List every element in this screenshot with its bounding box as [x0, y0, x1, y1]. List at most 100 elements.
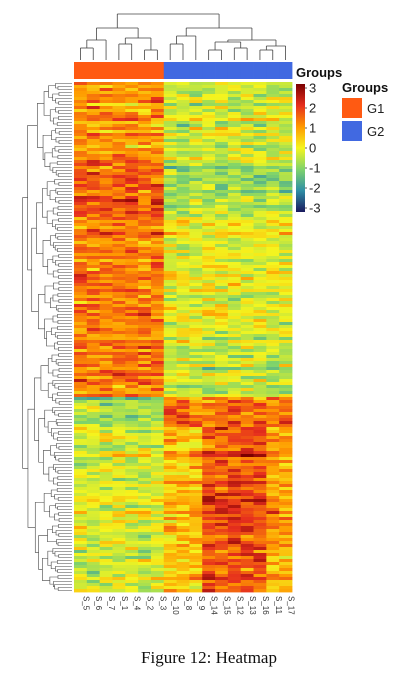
heatmap-cell	[74, 559, 88, 563]
heatmap-cell	[138, 301, 152, 305]
heatmap-cell	[240, 142, 254, 146]
heatmap-cell	[253, 463, 267, 467]
heatmap-cell	[163, 109, 177, 113]
heatmap-cell	[279, 319, 293, 323]
dendro-branch	[58, 368, 72, 372]
heatmap-cell	[266, 301, 280, 305]
heatmap-cell	[240, 337, 254, 341]
heatmap-cell	[138, 424, 152, 428]
heatmap-cell	[279, 118, 293, 122]
heatmap-cell	[86, 394, 101, 398]
heatmap-cell	[74, 556, 88, 560]
heatmap-cell	[125, 133, 139, 137]
heatmap-cell	[266, 412, 280, 416]
heatmap-cell	[138, 493, 152, 497]
heatmap-cell	[253, 301, 267, 305]
heatmap-cell	[138, 412, 152, 416]
dendro-branch	[58, 347, 72, 351]
heatmap-cell	[163, 127, 177, 131]
heatmap-cell	[125, 307, 139, 311]
heatmap-cell	[215, 397, 229, 401]
heatmap-cell	[266, 415, 280, 419]
heatmap-cell	[163, 487, 177, 491]
heatmap-cell	[150, 292, 165, 296]
heatmap-cell	[253, 181, 267, 185]
dendro-branch	[55, 224, 72, 230]
heatmap-cell	[279, 439, 293, 443]
heatmap-cell	[163, 250, 177, 254]
heatmap-cell	[279, 313, 293, 317]
heatmap-cell	[279, 292, 293, 296]
heatmap-cell	[86, 553, 101, 557]
heatmap-cell	[279, 424, 293, 428]
heatmap-cell	[150, 310, 165, 314]
heatmap-cell	[176, 445, 190, 449]
heatmap-cell	[86, 370, 101, 374]
heatmap-cell	[138, 238, 152, 242]
heatmap-cell	[74, 292, 88, 296]
heatmap-cell	[279, 355, 293, 359]
dendro-branch	[57, 326, 72, 330]
heatmap-cell	[163, 400, 177, 404]
heatmap-cell	[202, 370, 216, 374]
heatmap-cell	[227, 319, 242, 323]
heatmap-cell	[112, 154, 126, 158]
heatmap-cell	[189, 235, 203, 239]
heatmap-cell	[150, 319, 165, 323]
sample-label: S_11	[274, 596, 283, 615]
heatmap-cell	[279, 427, 293, 431]
heatmap-cell	[240, 550, 254, 554]
heatmap-cell	[227, 412, 242, 416]
heatmap-cell	[125, 355, 139, 359]
dendro-branch	[34, 377, 41, 441]
heatmap-cell	[112, 157, 126, 161]
heatmap-cell	[163, 334, 177, 338]
dendro-branch	[55, 83, 72, 89]
heatmap-cell	[176, 472, 190, 476]
heatmap-cell	[86, 196, 101, 200]
heatmap-cell	[215, 361, 229, 365]
dendro-branch	[40, 365, 49, 391]
heatmap-cell	[176, 466, 190, 470]
sample-label: S_16	[261, 596, 270, 615]
heatmap-cell	[215, 481, 229, 485]
heatmap-cell	[163, 397, 177, 401]
heatmap-cell	[99, 109, 113, 113]
heatmap-cell	[125, 190, 139, 194]
heatmap-cell	[125, 286, 139, 290]
heatmap-cell	[279, 562, 293, 566]
heatmap-cell	[215, 118, 229, 122]
heatmap-cell	[279, 454, 293, 458]
heatmap-cell	[215, 574, 229, 578]
heatmap-cell	[86, 166, 101, 170]
heatmap-cell	[240, 547, 254, 551]
heatmap-cell	[253, 577, 267, 581]
heatmap-cell	[125, 415, 139, 419]
heatmap-cell	[202, 319, 216, 323]
heatmap-cell	[150, 133, 165, 137]
heatmap-cell	[163, 562, 177, 566]
dendro-branch	[57, 308, 72, 312]
heatmap-cell	[253, 340, 267, 344]
heatmap-cell	[240, 241, 254, 245]
heatmap-cell	[227, 493, 242, 497]
heatmap-cell	[163, 142, 177, 146]
heatmap-cell	[202, 553, 216, 557]
heatmap-cell	[266, 244, 280, 248]
heatmap-cell	[279, 145, 293, 149]
heatmap-cell	[112, 199, 126, 203]
heatmap-cell	[86, 520, 101, 524]
dendro-branch	[55, 566, 72, 572]
heatmap-cell	[253, 226, 267, 230]
heatmap-cell	[138, 316, 152, 320]
heatmap-cell	[99, 355, 113, 359]
heatmap-cell	[138, 550, 152, 554]
heatmap-cell	[176, 190, 190, 194]
heatmap-cell	[176, 556, 190, 560]
heatmap-cell	[86, 415, 101, 419]
heatmap-cell	[266, 559, 280, 563]
heatmap-cell	[163, 139, 177, 143]
heatmap-cell	[253, 484, 267, 488]
heatmap-cell	[138, 340, 152, 344]
heatmap-cell	[215, 388, 229, 392]
